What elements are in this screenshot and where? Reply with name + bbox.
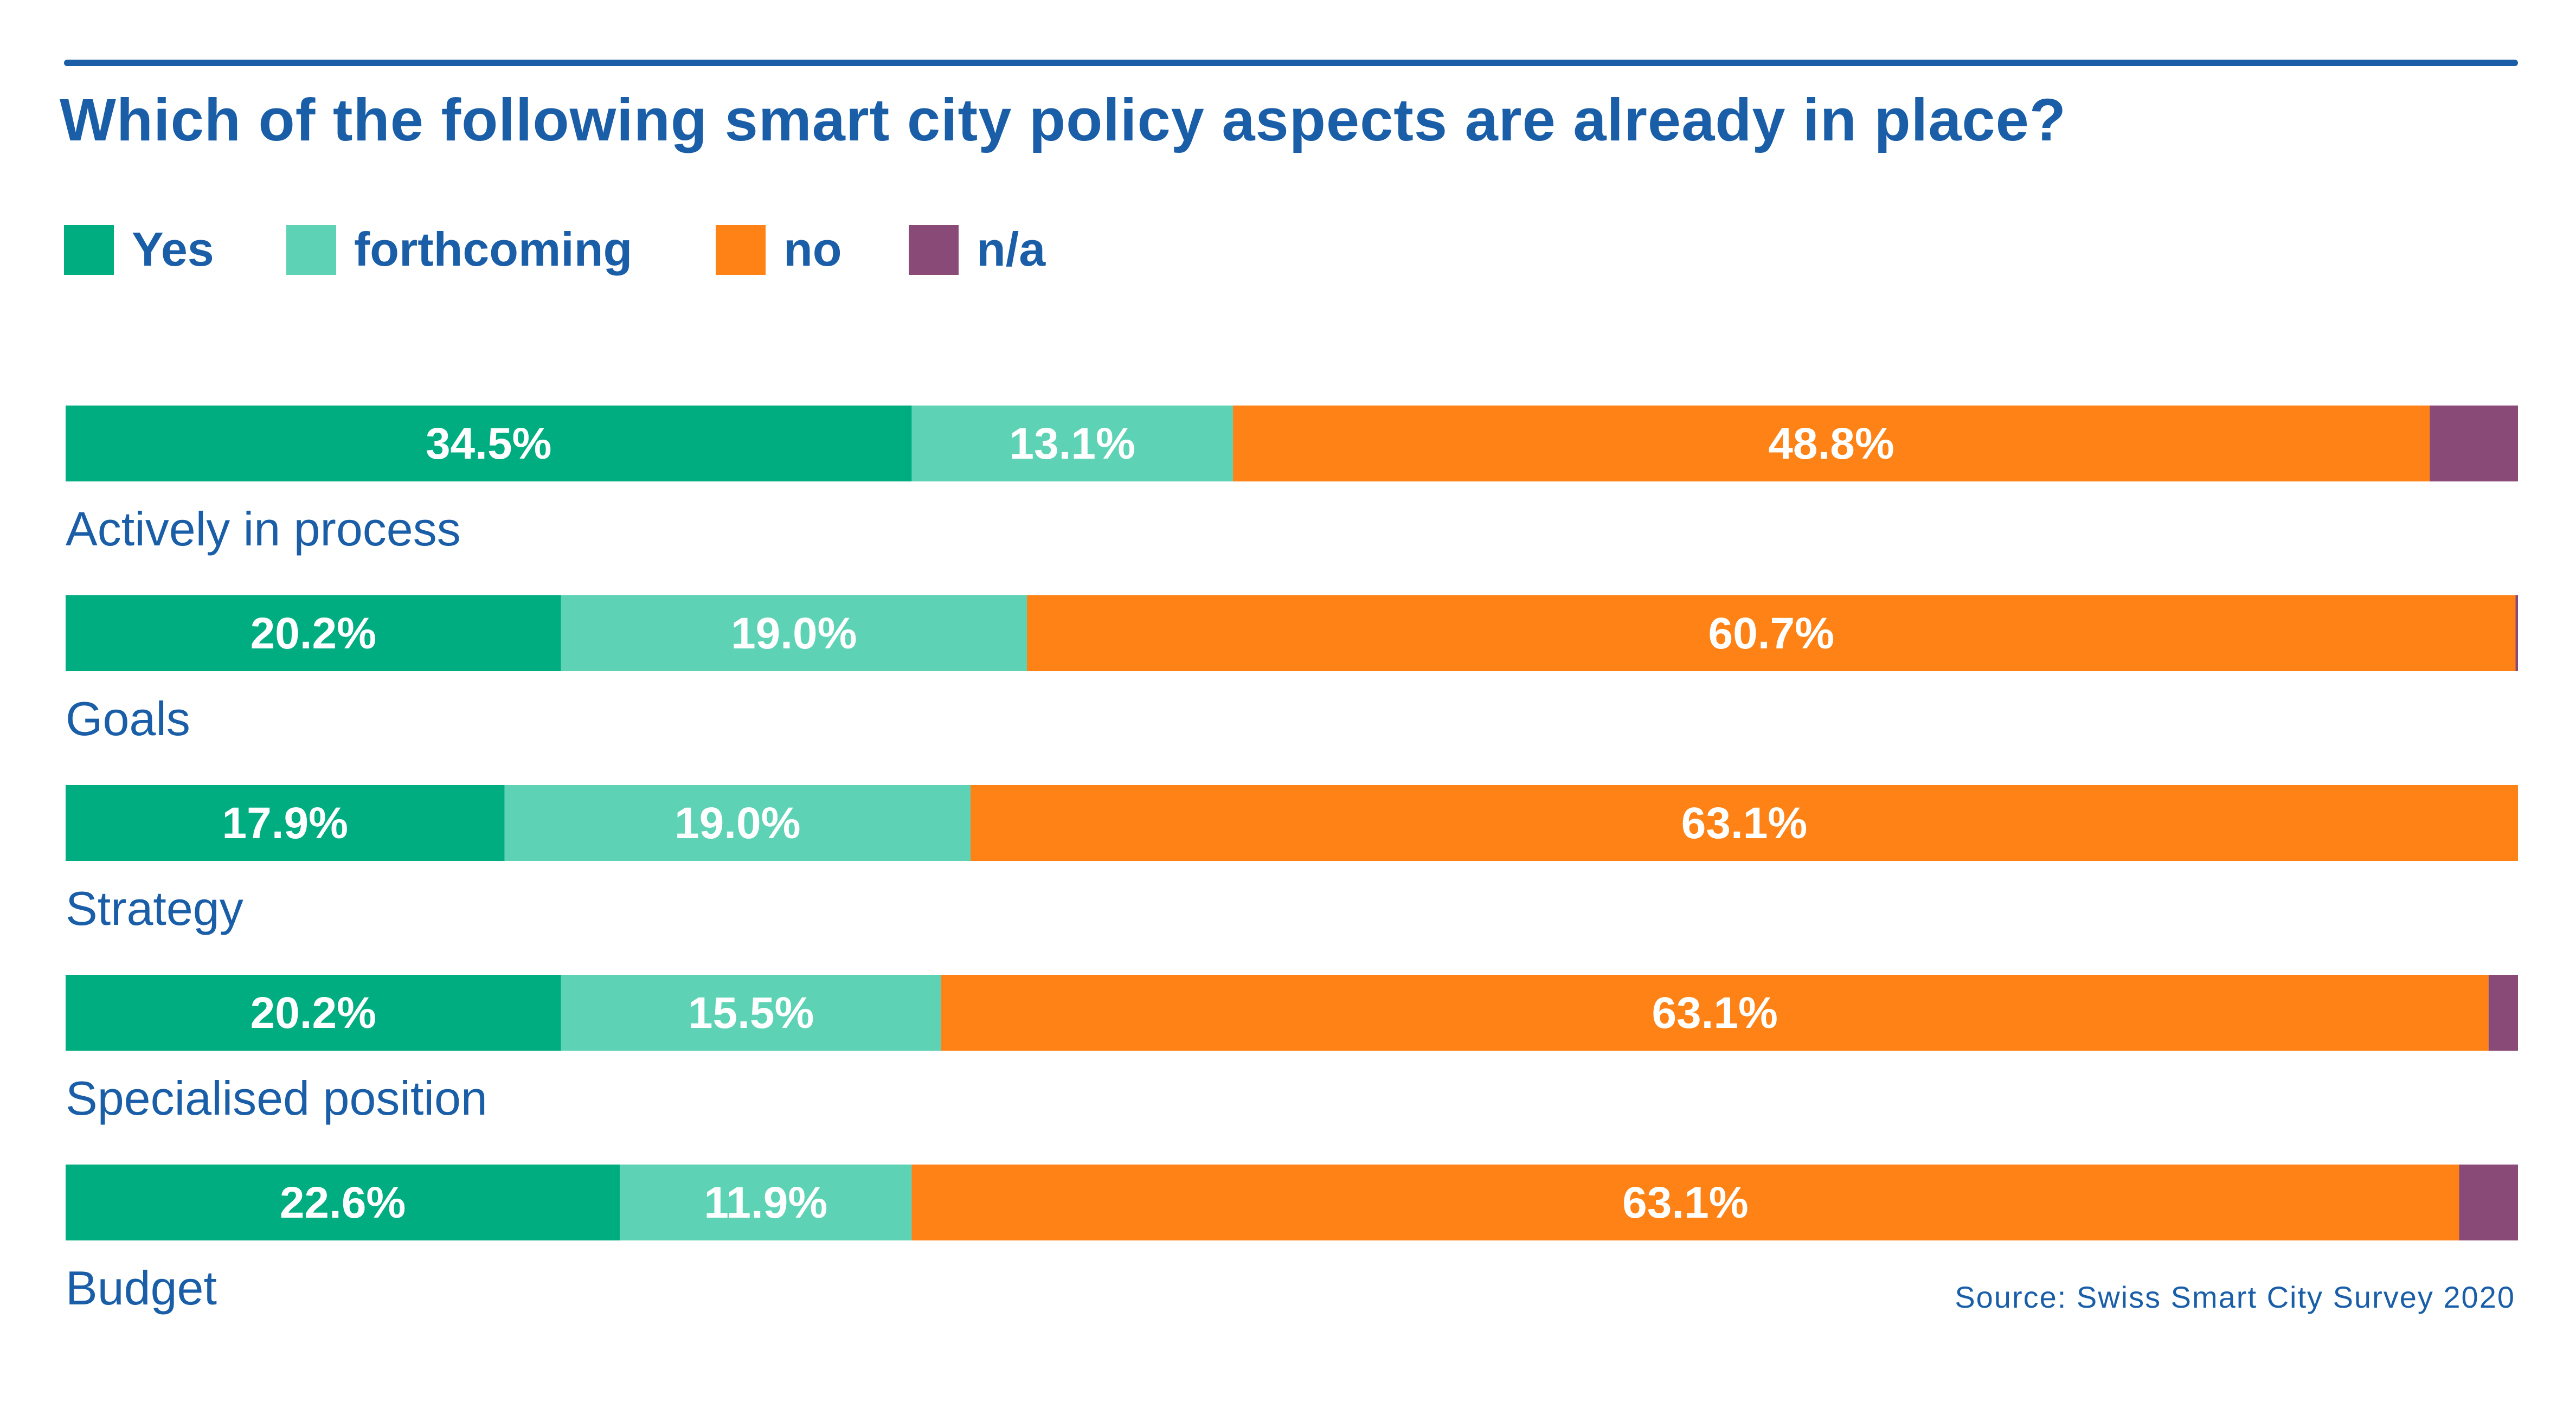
- bar-actively-in-process-n-a: [2430, 406, 2518, 481]
- category-label-strategy: Strategy: [66, 882, 243, 935]
- source-note: Source: Swiss Smart City Survey 2020: [1955, 1280, 2515, 1314]
- value-label-strategy-yes: 17.9%: [222, 799, 349, 848]
- bar-goals-no: [1027, 595, 2516, 671]
- value-label-budget-forthcoming: 11.9%: [704, 1178, 827, 1227]
- category-label-budget: Budget: [66, 1261, 217, 1315]
- bar-actively-in-process-yes: [66, 406, 912, 481]
- bar-specialised-position-forthcoming: [561, 975, 941, 1051]
- legend-swatch-yes: [64, 225, 114, 275]
- value-label-actively-in-process-yes: 34.5%: [426, 419, 552, 468]
- legend-label-no: no: [783, 222, 842, 276]
- legend-label-forthcoming: forthcoming: [354, 222, 633, 276]
- value-label-strategy-no: 63.1%: [1681, 799, 1808, 848]
- value-label-specialised-position-forthcoming: 15.5%: [688, 988, 814, 1038]
- bar-budget-yes: [66, 1165, 620, 1240]
- bar-goals-n-a: [2515, 595, 2518, 671]
- value-label-actively-in-process-no: 48.8%: [1768, 419, 1894, 468]
- bar-specialised-position-n-a: [2488, 975, 2518, 1051]
- value-label-actively-in-process-forthcoming: 13.1%: [1009, 419, 1135, 468]
- bar-strategy-no: [970, 785, 2518, 861]
- bar-specialised-position-yes: [66, 975, 561, 1051]
- value-label-specialised-position-yes: 20.2%: [250, 988, 377, 1038]
- title-rule: [64, 60, 2518, 66]
- legend-label-yes: Yes: [132, 222, 214, 276]
- bar-goals-yes: [66, 595, 561, 671]
- value-label-goals-yes: 20.2%: [250, 609, 377, 658]
- bar-budget-forthcoming: [620, 1165, 912, 1240]
- bar-actively-in-process-forthcoming: [911, 406, 1233, 481]
- value-label-specialised-position-no: 63.1%: [1652, 988, 1778, 1038]
- bar-goals-forthcoming: [561, 595, 1027, 671]
- bar-strategy-forthcoming: [504, 785, 971, 861]
- legend-swatch-na: [909, 225, 959, 275]
- value-label-goals-no: 60.7%: [1708, 609, 1834, 658]
- category-label-actively-in-process: Actively in process: [66, 502, 461, 556]
- bar-specialised-position-no: [941, 975, 2489, 1051]
- legend-swatch-forthcoming: [286, 225, 336, 275]
- chart-title: Which of the following smart city policy…: [60, 87, 2066, 153]
- legend-label-na: n/a: [977, 222, 1046, 276]
- value-label-goals-forthcoming: 19.0%: [731, 609, 857, 658]
- category-label-goals: Goals: [66, 692, 190, 745]
- legend-swatch-no: [716, 225, 766, 275]
- value-label-budget-yes: 22.6%: [280, 1178, 406, 1227]
- legend: Yes forthcoming no n/a: [64, 222, 2450, 276]
- value-label-budget-no: 63.1%: [1622, 1178, 1749, 1227]
- bar-strategy-yes: [66, 785, 505, 861]
- category-label-specialised-position: Specialised position: [66, 1071, 487, 1125]
- bar-budget-n-a: [2459, 1165, 2518, 1240]
- value-label-strategy-forthcoming: 19.0%: [674, 799, 801, 848]
- bar-budget-no: [911, 1165, 2459, 1240]
- bar-actively-in-process-no: [1232, 406, 2430, 481]
